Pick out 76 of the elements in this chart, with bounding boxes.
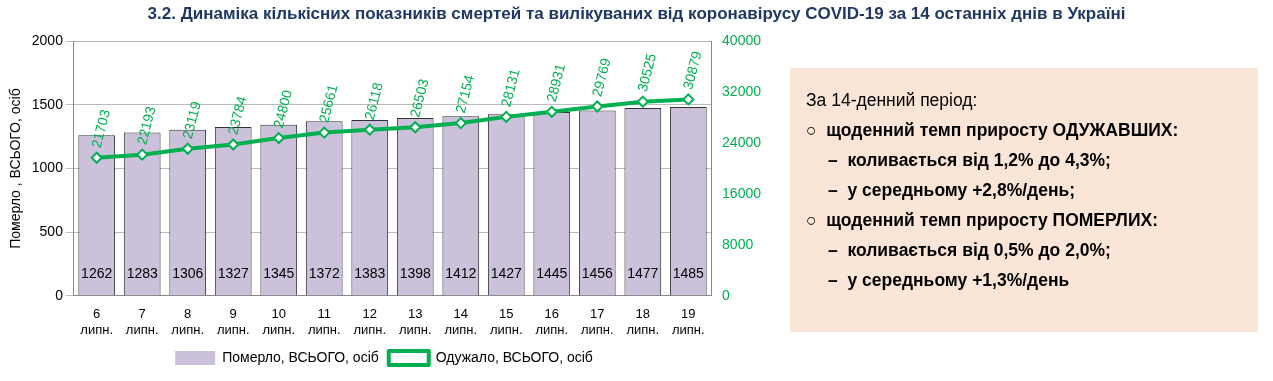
point	[136, 148, 149, 161]
y2-tick-label: 24000	[722, 134, 762, 151]
y-tick-label: 1000	[31, 159, 64, 176]
text: – коливається від 0,5% до 2,0%;	[827, 240, 1112, 261]
y-axis-title: Померло , ВСЬОГО, осіб	[7, 88, 24, 249]
data-label: 22193	[133, 104, 159, 147]
data-label: 26503	[406, 77, 432, 119]
data-label: 1485	[672, 264, 705, 281]
legend-label: Померло, ВСЬОГО, осіб	[222, 348, 379, 365]
data-label: 1477	[627, 264, 659, 281]
data-label: 1412	[445, 264, 477, 281]
legend-label: Одужало, ВСЬОГО, осіб	[435, 348, 593, 365]
text: ○ щоденний темп приросту ПОМЕРЛИХ:	[806, 210, 1159, 231]
point	[636, 95, 649, 108]
x-tick-label: 13 липн.	[398, 306, 432, 337]
data-label: 28131	[497, 66, 523, 109]
data-label: 1262	[81, 264, 113, 281]
data-label: 23119	[178, 99, 204, 141]
data-label: 30879	[679, 49, 705, 92]
point	[500, 110, 513, 123]
x-tick-label: 19 липн.	[671, 306, 705, 337]
data-label: 25661	[315, 82, 341, 125]
text: ○ щоденний темп приросту ОДУЖАВШИХ:	[806, 120, 1180, 141]
text: – у середньому +1,3%/день	[827, 270, 1071, 291]
text: За 14-денний період:	[806, 90, 979, 111]
x-tick-label: 15 липн.	[489, 306, 523, 337]
point	[409, 121, 422, 134]
point	[227, 138, 240, 151]
x-tick-label: 10 липн.	[262, 306, 296, 337]
data-label: 21703	[87, 107, 114, 150]
data-label: 1372	[308, 264, 341, 281]
data-label: 1345	[263, 264, 295, 281]
data-label: 1445	[536, 264, 568, 281]
data-label: 1427	[490, 264, 523, 281]
x-tick-label: 17 липн.	[580, 306, 614, 337]
x-tick-label: 6 липн.	[80, 306, 114, 337]
point	[181, 142, 194, 155]
point	[454, 117, 467, 130]
x-tick-label: 7 липн.	[125, 306, 159, 337]
point	[272, 132, 285, 145]
chart-title: 3.2. Динаміка кількісних показників смертей та вилікуваних від коронавірусу COVID-19 за 14 останніх днів в Україні	[146, 4, 1127, 24]
y2-tick-label: 40000	[722, 32, 762, 49]
data-label: 30525	[633, 51, 660, 94]
y-tick-label: 2000	[31, 32, 64, 49]
data-label: 26118	[360, 80, 386, 122]
data-label: 1283	[126, 264, 158, 281]
data-label: 1306	[172, 264, 204, 281]
x-tick-label: 14 липн.	[444, 306, 478, 337]
data-label: 28931	[542, 61, 569, 104]
x-tick-label: 16 липн.	[535, 306, 569, 337]
point	[90, 151, 103, 164]
point	[682, 93, 695, 106]
x-tick-label: 9 липн.	[216, 306, 250, 337]
data-label: 24800	[269, 87, 296, 130]
text: – коливається від 1,2% до 4,3%;	[827, 150, 1112, 171]
point	[545, 105, 558, 118]
y2-tick-label: 16000	[722, 184, 762, 201]
data-label: 1383	[354, 264, 386, 281]
x-tick-label: 12 липн.	[353, 306, 387, 337]
data-label: 29769	[588, 56, 614, 99]
data-label: 27154	[451, 72, 478, 115]
x-tick-label: 8 липн.	[171, 306, 205, 337]
y2-tick-label: 8000	[722, 235, 754, 252]
data-label: 1398	[399, 264, 432, 281]
y2-tick-label: 0	[722, 286, 731, 303]
y2-tick-label: 32000	[722, 83, 762, 100]
point	[363, 123, 376, 136]
y-tick-label: 1500	[31, 95, 64, 112]
data-label: 1327	[217, 264, 250, 281]
x-tick-label: 11 липн.	[307, 306, 341, 337]
data-label: 1456	[581, 264, 614, 281]
y-tick-label: 500	[39, 223, 64, 240]
x-tick-label: 18 липн.	[626, 306, 660, 337]
text: – у середньому +2,8%/день;	[827, 180, 1077, 201]
data-label: 23784	[224, 94, 250, 137]
y-tick-label: 0	[55, 286, 64, 303]
